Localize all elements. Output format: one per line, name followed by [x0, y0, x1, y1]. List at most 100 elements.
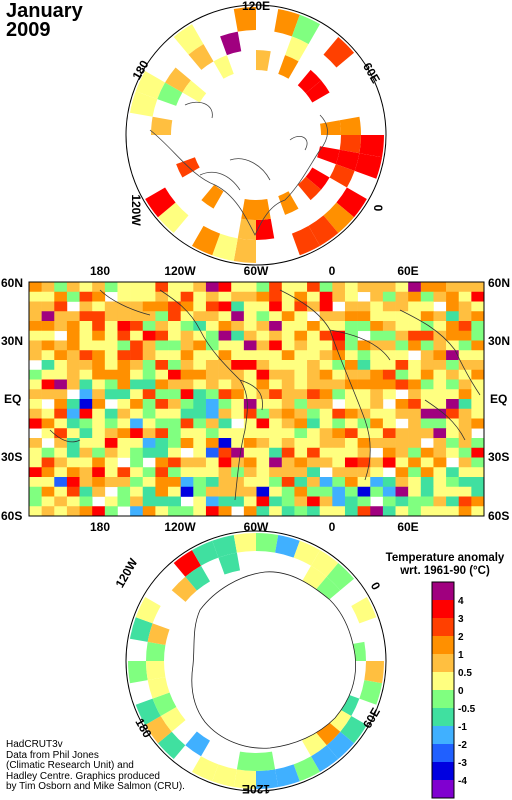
eq-grid-cell	[433, 291, 447, 302]
eq-grid-cell	[471, 506, 485, 517]
np-grid-cell	[274, 8, 300, 37]
eq-grid-cell	[256, 379, 270, 390]
eq-grid-cell	[332, 350, 346, 361]
eq-grid-cell	[193, 321, 207, 332]
eq-grid-cell	[307, 321, 320, 332]
eq-grid-cell	[420, 301, 434, 312]
eq-grid-cell	[180, 350, 194, 361]
eq-grid-cell	[433, 360, 447, 371]
eq-grid-cell	[231, 282, 245, 293]
eq-grid-cell	[66, 428, 80, 439]
eq-grid-cell	[408, 457, 422, 468]
top-lon-60e: 60E	[397, 264, 418, 278]
np-grid-cell	[297, 69, 322, 94]
eq-grid-cell	[256, 428, 270, 439]
eq-grid-cell	[41, 350, 55, 361]
eq-grid-cell	[294, 311, 308, 322]
eq-grid-cell	[281, 340, 295, 351]
eq-grid-cell	[29, 418, 42, 429]
eq-grid-cell	[382, 418, 396, 429]
eq-grid-cell	[54, 477, 68, 488]
sp-grid-cell	[275, 764, 300, 788]
eq-grid-cell	[319, 340, 333, 351]
eq-grid-cell	[41, 457, 55, 468]
eq-grid-cell	[446, 301, 460, 312]
eq-grid-cell	[205, 428, 219, 439]
eq-grid-cell	[142, 506, 156, 517]
eq-grid-cell	[168, 379, 181, 390]
legend-swatch	[432, 600, 454, 619]
sp-grid-cell	[146, 641, 166, 661]
sp-grid-cell	[302, 731, 327, 757]
legend-tick-label: 4	[458, 596, 464, 607]
np-label-right: 0	[371, 205, 385, 212]
sp-grid-cell	[128, 661, 148, 684]
eq-grid-cell	[269, 379, 283, 390]
eq-grid-cell	[142, 447, 156, 458]
eq-grid-cell	[104, 379, 118, 390]
eq-grid-cell	[231, 428, 245, 439]
eq-grid-cell	[433, 389, 447, 400]
eq-grid-cell	[370, 350, 384, 361]
eq-grid-cell	[395, 457, 409, 468]
eq-grid-cell	[130, 369, 144, 380]
eq-grid-cell	[205, 360, 219, 371]
eq-grid-cell	[155, 408, 169, 419]
left-lat-30n: 30N	[1, 334, 23, 348]
eq-grid-cell	[243, 418, 257, 429]
eq-grid-cell	[155, 330, 169, 341]
eq-grid-cell	[79, 496, 93, 507]
eq-grid-cell	[79, 379, 93, 390]
eq-grid-cell	[408, 418, 422, 429]
eq-grid-cell	[344, 291, 358, 302]
eq-grid-cell	[344, 311, 358, 322]
eq-grid-cell	[395, 330, 409, 341]
eq-grid-cell	[92, 418, 106, 429]
eq-grid-cell	[395, 301, 409, 312]
eq-grid-cell	[168, 311, 181, 322]
eq-grid-cell	[218, 428, 232, 439]
equatorial-cells	[29, 282, 485, 517]
eq-grid-cell	[180, 311, 194, 322]
eq-grid-cell	[205, 321, 219, 332]
eq-grid-cell	[433, 369, 447, 380]
eq-grid-cell	[205, 311, 219, 322]
eq-grid-cell	[471, 360, 485, 371]
eq-grid-cell	[281, 418, 295, 429]
eq-grid-cell	[168, 408, 181, 419]
legend-title-line1: Temperature anomaly	[385, 552, 505, 564]
eq-grid-cell	[382, 291, 396, 302]
top-lon-60w: 60W	[244, 264, 269, 278]
eq-grid-cell	[281, 428, 295, 439]
eq-grid-cell	[395, 360, 409, 371]
eq-grid-cell	[193, 282, 207, 293]
eq-grid-cell	[294, 389, 308, 400]
eq-grid-cell	[256, 311, 270, 322]
eq-grid-cell	[231, 350, 245, 361]
eq-grid-cell	[41, 282, 55, 293]
eq-grid-cell	[218, 350, 232, 361]
eq-grid-cell	[142, 477, 156, 488]
eq-grid-cell	[92, 467, 106, 478]
eq-grid-cell	[382, 408, 396, 419]
eq-grid-cell	[307, 389, 320, 400]
eq-grid-cell	[408, 340, 422, 351]
sp-grid-cell	[146, 661, 166, 681]
eq-grid-cell	[269, 399, 283, 410]
eq-grid-cell	[395, 399, 409, 410]
eq-grid-cell	[446, 330, 460, 341]
bottom-lon-60w: 60W	[244, 520, 269, 534]
eq-grid-cell	[54, 506, 68, 517]
eq-grid-cell	[357, 447, 371, 458]
left-lat-eq: EQ	[4, 392, 21, 406]
np-grid-cell	[329, 164, 355, 188]
eq-grid-cell	[117, 282, 131, 293]
eq-grid-cell	[41, 467, 55, 478]
eq-grid-cell	[218, 447, 232, 458]
eq-grid-cell	[294, 438, 308, 449]
eq-grid-cell	[357, 418, 371, 429]
eq-grid-cell	[168, 301, 181, 312]
eq-grid-cell	[29, 379, 42, 390]
eq-grid-cell	[130, 291, 144, 302]
south-polar-map: 120W 0 180 60E 120E	[113, 530, 387, 796]
